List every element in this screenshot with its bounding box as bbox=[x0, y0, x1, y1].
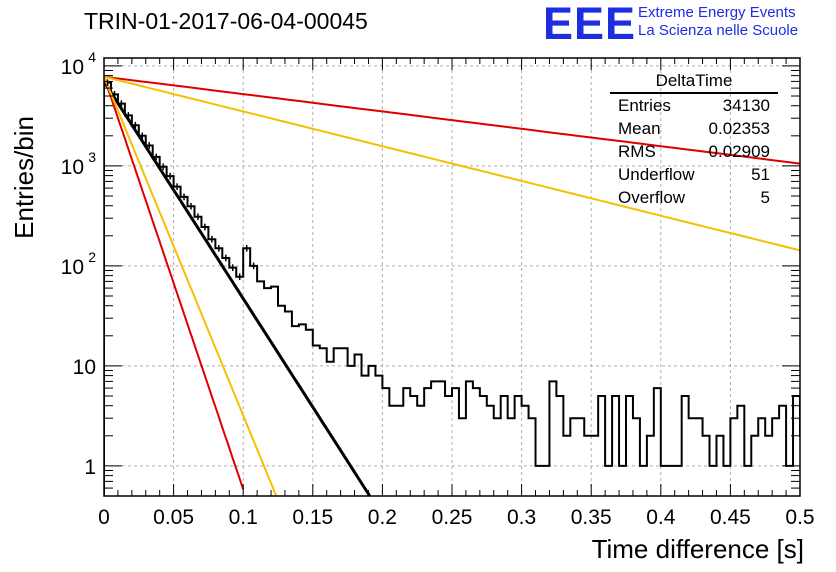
x-tick-label: 0.5 bbox=[785, 506, 814, 529]
x-tick-label: 0.15 bbox=[292, 506, 333, 529]
stats-value: 0.02353 bbox=[708, 119, 770, 138]
y-tick-exponent: 3 bbox=[88, 149, 96, 165]
stats-label: Mean bbox=[618, 119, 661, 138]
eee-logo-mark: EEE bbox=[543, 0, 637, 49]
stats-row: Mean 0.02353 bbox=[610, 117, 778, 140]
orange-curve bbox=[104, 75, 800, 252]
stats-row: Entries 34130 bbox=[610, 94, 778, 117]
stats-label: Underflow bbox=[618, 165, 695, 184]
stats-label: Entries bbox=[618, 96, 671, 115]
eee-logo-line1: Extreme Energy Events bbox=[638, 4, 796, 21]
y-tick-exponent: 4 bbox=[88, 49, 96, 65]
stats-box: DeltaTime Entries 34130 Mean 0.02353 RMS 0.… bbox=[610, 70, 778, 209]
stats-value: 51 bbox=[751, 165, 770, 184]
stats-title: DeltaTime bbox=[610, 70, 778, 94]
y-axis-label: Entries/bin bbox=[9, 116, 39, 239]
x-tick-label: 0.2 bbox=[368, 506, 397, 529]
stats-row: Overflow 5 bbox=[610, 186, 778, 209]
chart-title: TRIN-01-2017-06-04-00045 bbox=[84, 8, 368, 34]
histogram-outline bbox=[104, 81, 800, 496]
x-axis-label: Time difference [s] bbox=[591, 534, 804, 564]
x-tick-label: 0.3 bbox=[507, 506, 536, 529]
stats-label: RMS bbox=[618, 142, 656, 161]
stats-row: Underflow 51 bbox=[610, 163, 778, 186]
y-tick-label: 1 bbox=[84, 456, 96, 479]
y-tick-label: 10 bbox=[61, 256, 84, 279]
stats-value: 34130 bbox=[722, 96, 770, 115]
x-tick-label: 0.25 bbox=[432, 506, 473, 529]
eee-logo-line2: La Scienza nelle Scuole bbox=[638, 22, 799, 39]
x-tick-label: 0.05 bbox=[153, 506, 194, 529]
orange-curve bbox=[104, 76, 278, 496]
stats-label: Overflow bbox=[618, 188, 686, 207]
x-tick-label: 0 bbox=[98, 506, 110, 529]
fit-curve bbox=[104, 80, 372, 496]
eee-logo-text: Extreme Energy Events La Scienza nelle S… bbox=[638, 4, 798, 40]
red-curve bbox=[104, 75, 800, 165]
red-curve bbox=[104, 76, 245, 490]
y-tick-exponent: 2 bbox=[88, 249, 96, 265]
x-tick-label: 0.45 bbox=[710, 506, 751, 529]
y-tick-label: 10 bbox=[73, 356, 96, 379]
x-tick-label: 0.35 bbox=[571, 506, 612, 529]
stats-row: RMS 0.02909 bbox=[610, 140, 778, 163]
stats-value: 0.02909 bbox=[708, 142, 770, 161]
stats-value: 5 bbox=[760, 188, 770, 207]
x-tick-label: 0.1 bbox=[229, 506, 258, 529]
y-tick-label: 10 bbox=[61, 156, 84, 179]
x-tick-label: 0.4 bbox=[646, 506, 676, 529]
y-tick-label: 10 bbox=[61, 56, 84, 79]
